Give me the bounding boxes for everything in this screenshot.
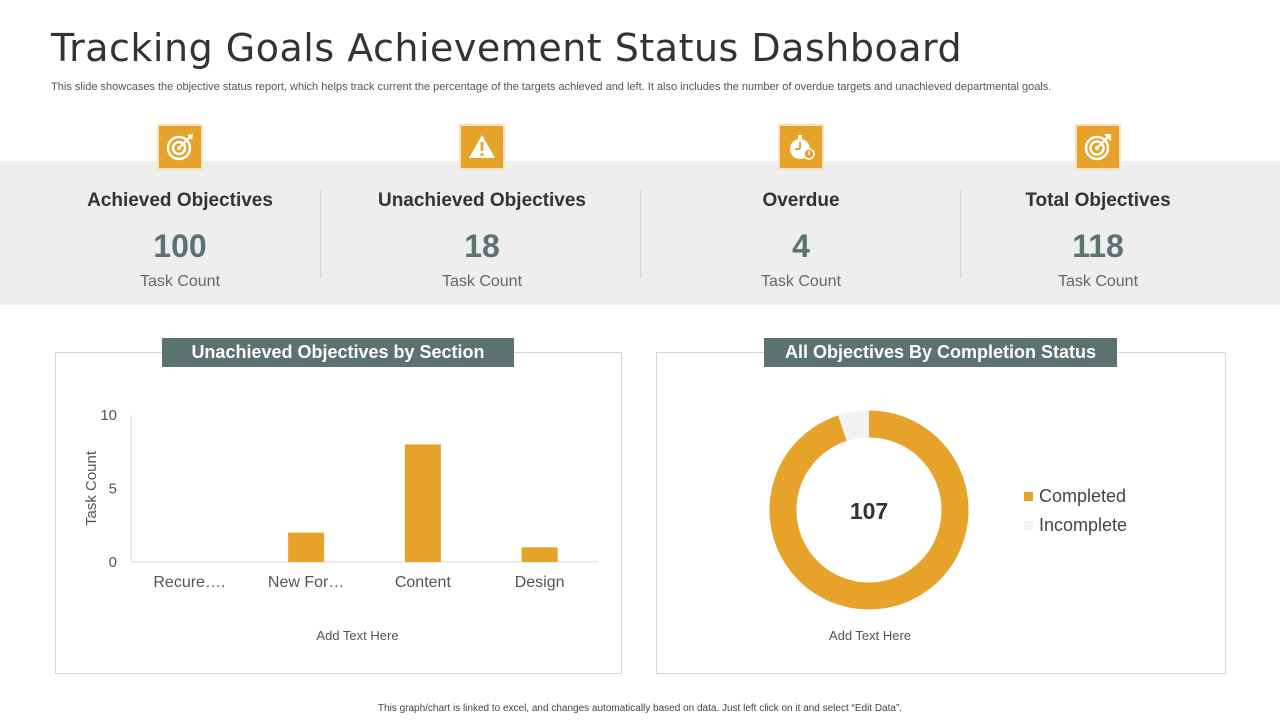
legend-label-completed: Completed [1039, 486, 1126, 506]
kpi-label: Unachieved Objectives [377, 190, 587, 211]
donut-chart-note: Add Text Here [828, 628, 912, 643]
x-tick-label: Content [395, 574, 452, 591]
donut-chart: 107 Completed Incomplete [769, 410, 1127, 610]
bar-chart-panel: 0 5 10 Task Count Recure…. New For… Content Des… [55, 352, 622, 674]
donut-slice-completed [769, 410, 969, 610]
page-title: Tracking Goals Achievement Status Dashbo… [51, 26, 963, 70]
legend-swatch-incomplete [1024, 521, 1033, 530]
warning-icon [459, 124, 505, 170]
kpi-label: Achieved Objectives [87, 190, 273, 211]
x-tick-label: Design [515, 574, 565, 591]
kpi-divider [320, 190, 321, 278]
target-icon [157, 124, 203, 170]
y-tick-label: 0 [109, 554, 117, 571]
kpi-overdue: Overdue 4 Task Count [641, 124, 961, 291]
y-tick-label: 10 [100, 407, 117, 424]
kpi-sub: Task Count [441, 273, 523, 290]
donut-chart-title: All Objectives By Completion Status [764, 338, 1117, 367]
kpi-divider [960, 190, 961, 278]
x-tick-label: Recure…. [153, 574, 225, 591]
y-axis-label: Task Count [83, 450, 100, 526]
kpi-unachieved: Unachieved Objectives 18 Task Count [322, 124, 642, 291]
kpi-value: 4 [792, 228, 810, 264]
bar-chart-note: Add Text Here [316, 628, 399, 643]
bar-1 [288, 532, 325, 562]
kpi-sub: Task Count [1057, 273, 1139, 290]
bar-chart-title: Unachieved Objectives by Section [162, 338, 514, 367]
legend-swatch-completed [1024, 492, 1033, 501]
page-subtitle: This slide showcases the objective statu… [51, 81, 1052, 93]
bar-2 [404, 444, 441, 562]
kpi-label: Overdue [762, 190, 840, 211]
footer-note: This graph/chart is linked to excel, and… [377, 703, 903, 714]
kpi-value: 118 [1072, 228, 1124, 264]
bar-chart: 0 5 10 Task Count Recure…. New For… Content Des… [83, 407, 598, 591]
legend-label-incomplete: Incomplete [1039, 515, 1127, 535]
kpi-value: 18 [464, 228, 500, 264]
donut-slice-incomplete [838, 410, 870, 442]
stopwatch-icon [778, 124, 824, 170]
kpi-achieved: Achieved Objectives 100 Task Count [20, 124, 340, 291]
x-tick-label: New For… [268, 574, 344, 591]
kpi-sub: Task Count [760, 273, 842, 290]
target-arrow-icon [1075, 124, 1121, 170]
y-tick-label: 5 [109, 481, 117, 498]
donut-chart-panel: 107 Completed Incomplete [656, 352, 1226, 674]
kpi-divider [640, 190, 641, 278]
bar-3 [521, 547, 558, 562]
kpi-value: 100 [153, 228, 207, 264]
kpi-total: Total Objectives 118 Task Count [938, 124, 1258, 291]
kpi-label: Total Objectives [1025, 190, 1171, 211]
kpi-sub: Task Count [139, 273, 221, 290]
donut-center-value: 107 [850, 498, 888, 524]
